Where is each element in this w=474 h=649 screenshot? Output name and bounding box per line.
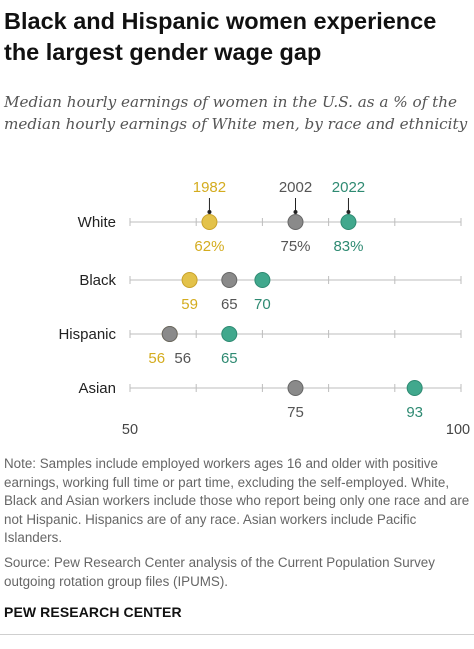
data-label-hispanic-2022: 65 [221, 350, 238, 367]
year-legend-2022: 2022 [332, 179, 365, 196]
year-legend-1982: 1982 [193, 179, 226, 196]
data-label-hispanic-1982: 56 [148, 350, 165, 367]
dot-hispanic-2002 [161, 326, 178, 342]
year-legend-2002: 2002 [279, 179, 312, 196]
data-label-white-1982: 62% [194, 238, 224, 255]
dot-asian-2022 [406, 380, 423, 396]
category-label-white: White [78, 214, 116, 231]
data-label-hispanic-2002: 56 [174, 350, 191, 367]
dot-white-2022 [340, 214, 357, 230]
dot-asian-2002 [287, 380, 304, 396]
data-label-asian-2002: 75 [287, 404, 304, 421]
dot-black-2002 [221, 272, 238, 288]
chart-subtitle: Median hourly earnings of women in the U… [4, 93, 468, 133]
bottom-divider [0, 634, 474, 635]
data-label-asian-2022: 93 [406, 404, 423, 421]
chart-source: Source: Pew Research Center analysis of … [4, 555, 435, 589]
chart-note: Note: Samples include employed workers a… [4, 456, 470, 546]
data-label-white-2002: 75% [280, 238, 310, 255]
dot-hispanic-2022 [221, 326, 238, 342]
dot-white-1982 [201, 214, 218, 230]
dot-black-2022 [254, 272, 271, 288]
x-tick-label-100: 100 [446, 422, 470, 438]
legend-leader-dot-2022 [346, 210, 351, 214]
legend-leader-dot-2002 [293, 210, 298, 214]
dot-black-1982 [181, 272, 198, 288]
category-label-hispanic: Hispanic [58, 326, 116, 343]
dot-plot: White Black Hispanic Asian 1982 2002 2022 62% 75… [58, 179, 470, 438]
legend-leader-dot-1982 [207, 210, 212, 214]
data-label-white-2022: 83% [333, 238, 363, 255]
brand-logo-text: PEW RESEARCH CENTER [4, 604, 182, 620]
category-label-asian: Asian [78, 380, 116, 397]
x-tick-label-50: 50 [122, 422, 138, 438]
data-label-black-1982: 59 [181, 296, 198, 313]
data-label-black-2022: 70 [254, 296, 271, 313]
dot-white-2002 [287, 214, 304, 230]
category-label-black: Black [79, 272, 116, 289]
data-label-black-2002: 65 [221, 296, 238, 313]
chart-title: Black and Hispanic women experience the … [4, 8, 437, 65]
